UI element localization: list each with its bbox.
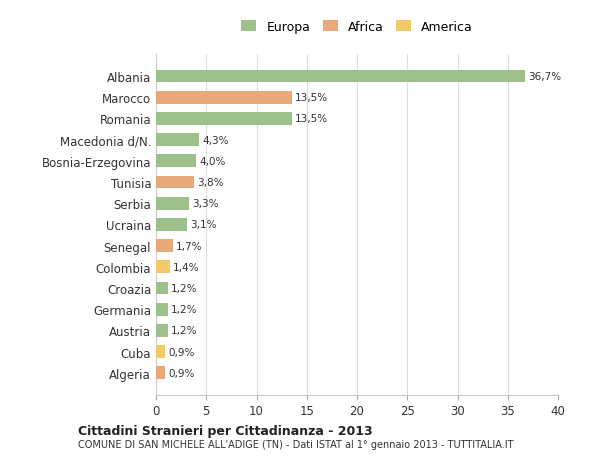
Bar — [156, 155, 196, 168]
Bar — [156, 71, 525, 83]
Text: 13,5%: 13,5% — [295, 114, 328, 124]
Text: 0,9%: 0,9% — [168, 347, 194, 357]
Bar — [156, 218, 187, 231]
Bar — [156, 113, 292, 125]
Text: 3,3%: 3,3% — [192, 199, 218, 209]
Text: 4,0%: 4,0% — [199, 157, 226, 167]
Bar — [156, 346, 165, 358]
Bar — [156, 197, 189, 210]
Text: 3,8%: 3,8% — [197, 178, 224, 188]
Bar — [156, 134, 199, 147]
Text: 13,5%: 13,5% — [295, 93, 328, 103]
Bar — [156, 240, 173, 252]
Bar — [156, 282, 168, 295]
Text: Cittadini Stranieri per Cittadinanza - 2013: Cittadini Stranieri per Cittadinanza - 2… — [78, 424, 373, 437]
Text: COMUNE DI SAN MICHELE ALL'ADIGE (TN) - Dati ISTAT al 1° gennaio 2013 - TUTTITALI: COMUNE DI SAN MICHELE ALL'ADIGE (TN) - D… — [78, 440, 514, 449]
Bar — [156, 303, 168, 316]
Bar — [156, 367, 165, 379]
Bar — [156, 92, 292, 104]
Text: 1,2%: 1,2% — [171, 304, 197, 314]
Text: 1,4%: 1,4% — [173, 262, 200, 272]
Text: 0,9%: 0,9% — [168, 368, 194, 378]
Bar — [156, 261, 170, 274]
Bar — [156, 176, 194, 189]
Text: 36,7%: 36,7% — [528, 72, 561, 82]
Text: 1,2%: 1,2% — [171, 283, 197, 293]
Bar — [156, 325, 168, 337]
Text: 1,2%: 1,2% — [171, 326, 197, 336]
Text: 4,3%: 4,3% — [202, 135, 229, 146]
Text: 1,7%: 1,7% — [176, 241, 203, 251]
Text: 3,1%: 3,1% — [190, 220, 217, 230]
Legend: Europa, Africa, America: Europa, Africa, America — [238, 17, 476, 38]
